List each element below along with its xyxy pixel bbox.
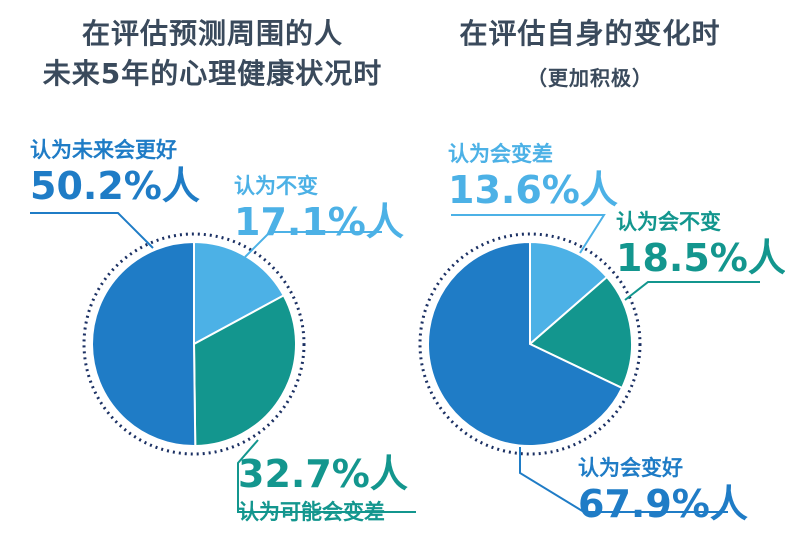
right-leader-line-2 [519,447,728,513]
left-label-same-value: 17.1%人 [234,200,404,244]
right-label-better-value: 67.9%人 [578,482,748,526]
right-label-same-value: 18.5%人 [616,236,785,280]
right-label-worse: 认为会变差 13.6%人 [448,138,618,212]
right-label-better: 认为会变好 67.9%人 [578,452,748,526]
right-pie-slice-0 [529,240,609,347]
right-label-same-text: 认为会不变 [616,210,721,234]
right-leader-line-1 [624,281,760,301]
left-leader-line-2 [237,439,416,513]
right-pie-slice-1 [528,275,633,390]
right-pie-dotted-ring [418,232,642,456]
left-label-better-value: 50.2%人 [30,164,200,208]
left-label-worse: 32.7%人 认为可能会变差 [238,452,408,526]
left-label-worse-text: 认为可能会变差 [238,500,385,524]
right-label-better-text: 认为会变好 [578,456,683,480]
right-label-same: 认为会不变 18.5%人 [616,206,785,280]
left-leader-line-0 [30,212,154,249]
left-title-line1: 在评估预测周围的人 [81,17,343,50]
right-leader-line-0 [451,214,606,254]
left-pie-slice-2 [91,240,197,447]
left-pie-slice-1 [192,294,297,448]
left-chart-title: 在评估预测周围的人 未来5年的心理健康状况时 [40,14,385,94]
left-pie-dotted-ring [82,232,306,456]
right-chart-subtitle: （更加积极） [527,66,653,90]
left-label-worse-value: 32.7%人 [238,452,408,496]
right-pie-slice-2 [427,240,624,447]
left-label-better: 认为未来会更好 50.2%人 [30,134,200,208]
left-title-line2: 未来5年的心理健康状况时 [42,57,383,90]
left-label-better-text: 认为未来会更好 [30,138,177,162]
right-label-worse-value: 13.6%人 [448,168,618,212]
left-label-same-text: 认为不变 [234,174,318,198]
left-leader-line-1 [244,231,382,258]
right-chart-title: 在评估自身的变化时 [459,17,721,50]
right-label-worse-text: 认为会变差 [448,142,553,166]
left-label-same: 认为不变 17.1%人 [234,170,404,244]
